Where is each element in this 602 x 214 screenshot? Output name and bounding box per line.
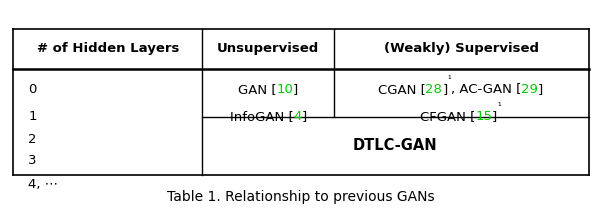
Text: 0: 0 <box>28 83 37 95</box>
Text: ¹: ¹ <box>497 103 501 111</box>
Text: (Weakly) Supervised: (Weakly) Supervised <box>384 42 539 55</box>
Text: ]: ] <box>302 110 306 123</box>
Text: 10: 10 <box>276 83 293 95</box>
Text: 4, ⋯: 4, ⋯ <box>28 178 58 191</box>
Text: CGAN [: CGAN [ <box>378 83 426 95</box>
Text: 29: 29 <box>521 83 538 95</box>
Text: InfoGAN [: InfoGAN [ <box>229 110 293 123</box>
Text: 2: 2 <box>28 133 37 146</box>
Text: , AC-GAN [: , AC-GAN [ <box>451 83 521 95</box>
Text: ]: ] <box>492 110 497 123</box>
Text: Table 1. Relationship to previous GANs: Table 1. Relationship to previous GANs <box>167 190 435 204</box>
Text: 4: 4 <box>293 110 302 123</box>
Text: GAN [: GAN [ <box>238 83 276 95</box>
Text: Unsupervised: Unsupervised <box>217 42 319 55</box>
Text: DTLC-GAN: DTLC-GAN <box>353 138 438 153</box>
Text: ]: ] <box>538 83 543 95</box>
Text: ]: ] <box>442 83 447 95</box>
Text: ¹: ¹ <box>447 75 451 84</box>
Text: 28: 28 <box>426 83 442 95</box>
Text: ]: ] <box>293 83 299 95</box>
Text: CFGAN [: CFGAN [ <box>420 110 476 123</box>
Text: 3: 3 <box>28 154 37 167</box>
Text: 15: 15 <box>475 110 492 123</box>
Text: # of Hidden Layers: # of Hidden Layers <box>37 42 179 55</box>
Text: 1: 1 <box>28 110 37 123</box>
